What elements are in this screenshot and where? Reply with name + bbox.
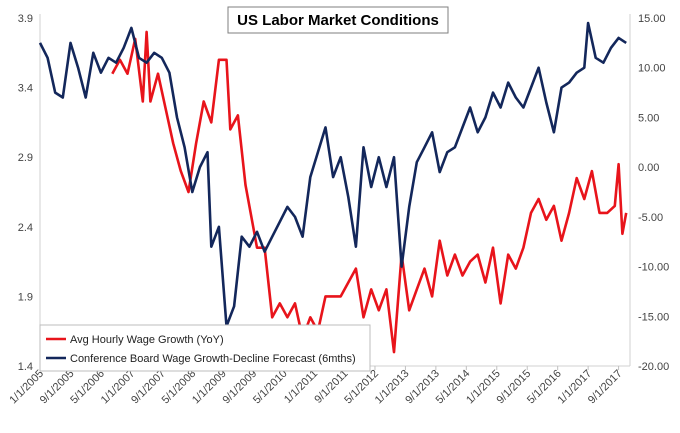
y-left-tick-label: 3.4 — [18, 83, 33, 95]
y-right-tick-label: 5.00 — [638, 112, 659, 124]
series-line-wage-growth — [111, 30, 628, 354]
y-right-tick-label: 15.00 — [638, 13, 666, 25]
y-right-tick-label: -15.00 — [638, 311, 669, 323]
legend-label-wage-growth: Avg Hourly Wage Growth (YoY) — [70, 334, 224, 346]
series-line-conference-board — [38, 21, 627, 328]
legend-label-conference-board: Conference Board Wage Growth-Decline For… — [70, 353, 356, 365]
y-left-tick-label: 1.4 — [18, 361, 33, 373]
chart-title: US Labor Market Conditions — [237, 12, 439, 29]
x-tick-label: 9/1/2017 — [586, 368, 625, 407]
plot-area — [40, 14, 620, 366]
y-right-tick-label: -5.00 — [638, 212, 663, 224]
legend: Avg Hourly Wage Growth (YoY) Conference … — [39, 324, 371, 372]
y-left-tick-label: 1.9 — [18, 291, 33, 303]
y-left-tick-label: 2.9 — [18, 152, 33, 164]
y-left-tick-label: 3.9 — [18, 13, 33, 25]
y-right-tick-label: 10.00 — [638, 63, 666, 75]
y-right-tick-label: 0.00 — [638, 162, 659, 174]
y-right-tick-label: -10.00 — [638, 262, 669, 274]
y-right-tick-label: -20.00 — [638, 361, 669, 373]
chart-title-box: US Labor Market Conditions — [227, 6, 449, 34]
y-left-tick-label: 2.4 — [18, 222, 33, 234]
